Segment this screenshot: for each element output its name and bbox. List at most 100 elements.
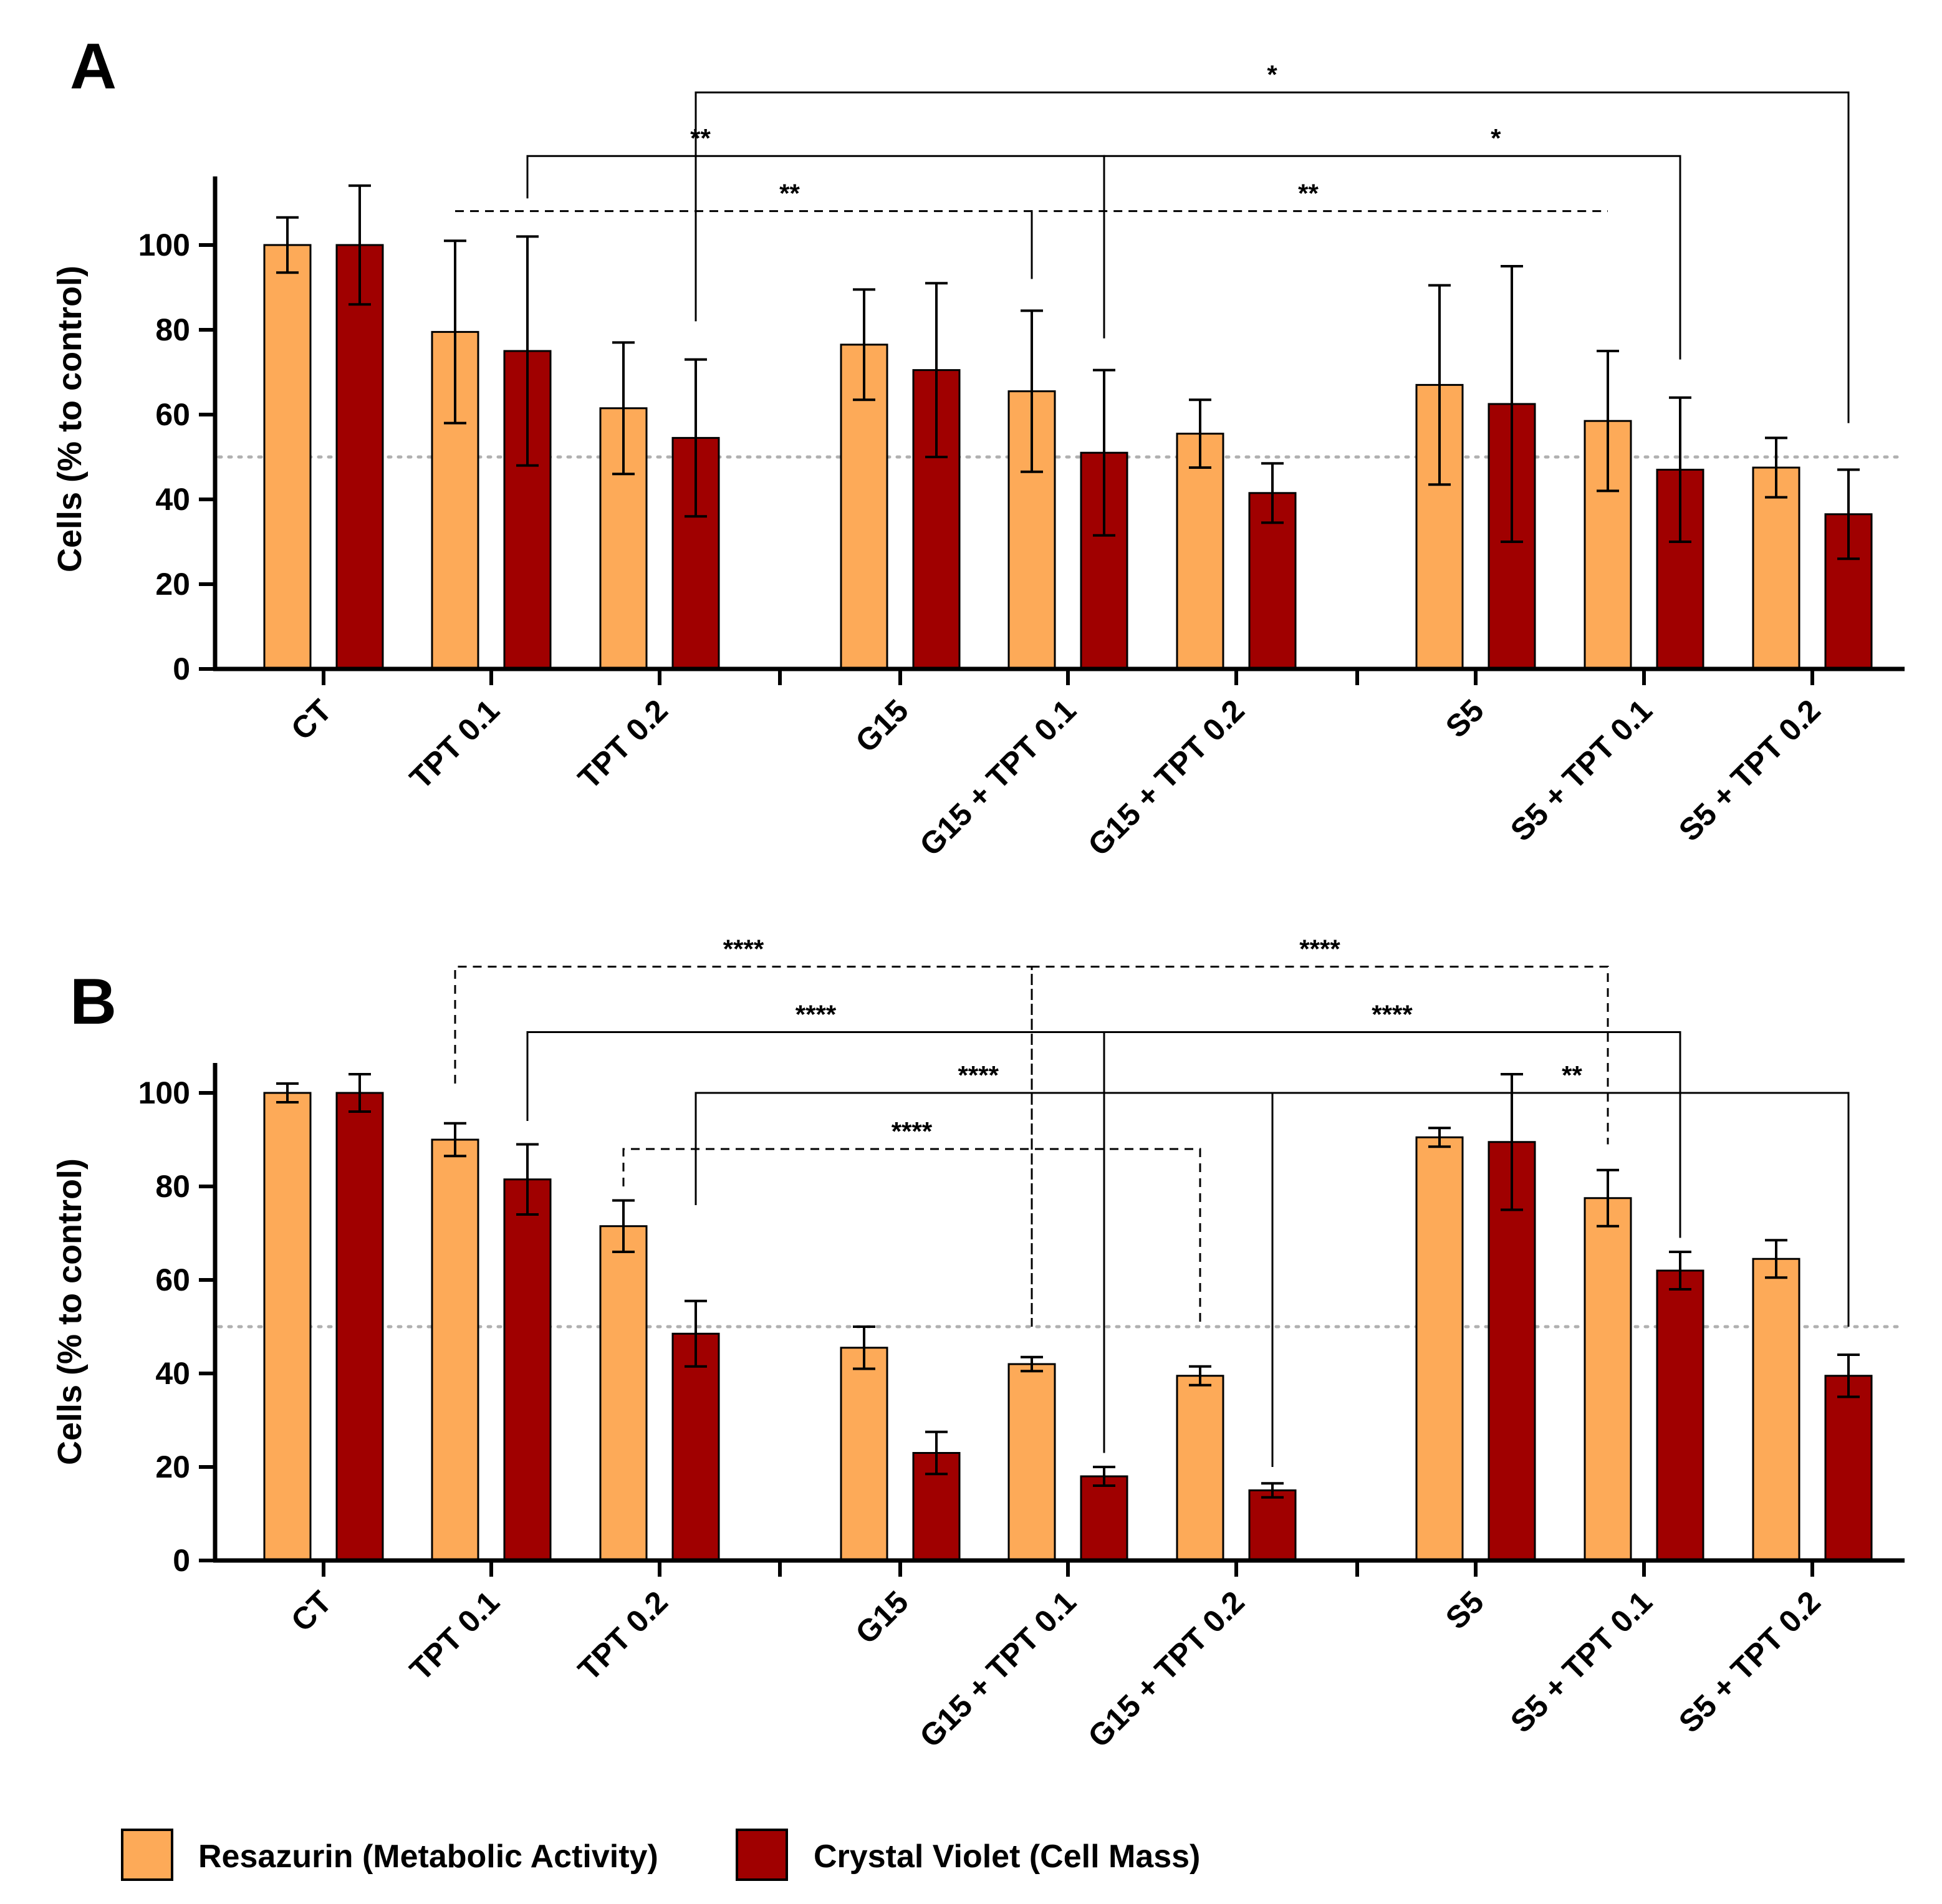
significance-bracket-line	[1031, 966, 1609, 1327]
panel-b-significance-bracket-6: **	[1271, 1060, 1850, 1467]
panel-b-error-bar-tpt-0-1-resazurin	[444, 1122, 466, 1158]
panel-b-chart: B Cells (% to control) **** ******** *****…	[51, 935, 1906, 1754]
panel-a-x-tick-label-g15-tpt-0-1: G15 + TPT 0.1	[913, 693, 1082, 862]
panel-b-y-tick-label-60: 60	[155, 1262, 190, 1297]
legend-swatch-crystal-violet	[736, 1829, 788, 1881]
panel-b-x-tick-label-tpt-0-2: TPT 0.2	[571, 1584, 674, 1687]
panel-b-error-bar-tpt-0-2-crystal-violet	[685, 1299, 707, 1368]
panel-a-error-bar-s5-crystal-violet	[1501, 265, 1523, 543]
panel-b-letter: B	[70, 966, 117, 1038]
panel-b-bar-g15-tpt-0-2-resazurin	[1176, 1375, 1224, 1562]
panel-b-error-bar-g15-crystal-violet	[925, 1430, 948, 1476]
panel-b-error-bar-s5-tpt-0-1-resazurin	[1597, 1168, 1619, 1228]
panel-a-error-bar-ct-crystal-violet	[349, 184, 371, 306]
panel-a-error-bar-s5-tpt-0-2-resazurin	[1765, 436, 1787, 499]
panel-b-x-tick-label-g15: G15	[848, 1584, 915, 1650]
significance-bracket-line	[695, 91, 1850, 423]
panel-a-significance-bracket-3: *	[1103, 123, 1681, 360]
significance-label: *	[1491, 123, 1501, 153]
panel-b-error-bar-tpt-0-1-crystal-violet	[516, 1143, 539, 1216]
panel-b-y-tick-label-40: 40	[155, 1356, 190, 1391]
panel-a-significance-bracket-5: **	[1031, 179, 1608, 279]
significance-label: ****	[723, 935, 764, 964]
panel-b-bar-tpt-0-2-crystal-violet	[671, 1332, 720, 1562]
panel-a-y-ticks: 0 20 40 60 80 100	[138, 228, 215, 686]
panel-a-letter: A	[70, 31, 117, 103]
panel-b-bar-ct-resazurin	[263, 1092, 312, 1562]
panel-b-x-tick-label-s5-tpt-0-1: S5 + TPT 0.1	[1504, 1584, 1659, 1739]
panel-b-x-tick-label-s5: S5	[1439, 1584, 1491, 1636]
panel-a-significance-brackets: *** *** **	[455, 60, 1850, 423]
legend-label-crystal-violet: Crystal Violet (Cell Mass)	[814, 1839, 1200, 1875]
panel-a-bar-ct-resazurin	[263, 244, 312, 670]
significance-bracket-line	[1031, 210, 1608, 279]
panel-a-error-bar-g15-crystal-violet	[925, 282, 948, 458]
panel-b-error-bar-ct-crystal-violet	[349, 1073, 371, 1113]
panel-b-bar-g15-tpt-0-1-resazurin	[1007, 1363, 1056, 1562]
legend-label-resazurin: Resazurin (Metabolic Activity)	[198, 1839, 658, 1875]
significance-label: ****	[1299, 935, 1340, 964]
panel-b-bar-tpt-0-1-resazurin	[431, 1138, 479, 1562]
panel-b-y-tick-label-20: 20	[155, 1450, 190, 1484]
panel-a-axes	[213, 176, 1905, 685]
panel-a-error-bar-tpt-0-2-crystal-violet	[685, 358, 707, 518]
significance-label: ****	[796, 1000, 837, 1029]
panel-b-bar-s5-tpt-0-2-resazurin	[1752, 1257, 1800, 1562]
significance-label: ****	[958, 1060, 999, 1090]
panel-b-bar-g15-tpt-0-1-crystal-violet	[1080, 1475, 1128, 1562]
panel-a-x-tick-label-tpt-0-2: TPT 0.2	[571, 693, 674, 796]
panel-b-bar-g15-resazurin	[840, 1347, 888, 1562]
panel-b-x-tick-label-g15-tpt-0-1: G15 + TPT 0.1	[913, 1584, 1082, 1754]
panel-a-significance-bracket-4: **	[455, 179, 1033, 279]
panel-b-axes	[213, 1063, 1905, 1577]
panel-b-error-bar-g15-resazurin	[853, 1325, 875, 1370]
panel-a-error-bar-ct-resazurin	[276, 216, 299, 274]
panel-a-y-tick-label-100: 100	[138, 228, 190, 262]
panel-a-y-tick-label-60: 60	[155, 397, 190, 432]
panel-a-error-bar-g15-tpt-0-2-crystal-violet	[1261, 462, 1284, 524]
panel-b-bar-s5-tpt-0-1-crystal-violet	[1656, 1269, 1704, 1562]
panel-b-x-tick-label-s5-tpt-0-2: S5 + TPT 0.2	[1672, 1584, 1827, 1739]
panel-b-bar-s5-tpt-0-1-resazurin	[1584, 1197, 1632, 1562]
panel-a-x-tick-label-s5-tpt-0-2: S5 + TPT 0.2	[1672, 693, 1827, 848]
panel-a-bar-g15-tpt-0-2-resazurin	[1176, 433, 1224, 670]
panel-b-y-axis-title: Cells (% to control)	[51, 1158, 89, 1465]
panel-b-error-bar-s5-tpt-0-2-crystal-violet	[1837, 1353, 1860, 1398]
significance-bracket-line	[622, 1148, 1201, 1327]
significance-label: **	[1298, 179, 1319, 208]
panel-b-significance-bracket-7: ****	[622, 1117, 1201, 1327]
panel-b-error-bar-ct-resazurin	[276, 1082, 299, 1103]
panel-a-y-axis-title: Cells (% to control)	[51, 266, 89, 572]
panel-b-x-tick-label-g15-tpt-0-2: G15 + TPT 0.2	[1081, 1584, 1251, 1754]
panel-b-error-bar-g15-tpt-0-1-resazurin	[1021, 1355, 1043, 1373]
panel-a-y-tick-label-40: 40	[155, 482, 190, 517]
panel-b-error-bar-s5-crystal-violet	[1501, 1073, 1523, 1211]
significance-bracket-line	[1271, 1092, 1850, 1467]
panel-a-bars	[263, 244, 1873, 670]
significance-label: **	[779, 179, 800, 208]
panel-b-x-tick-label-ct: CT	[284, 1584, 339, 1638]
significance-label: ****	[892, 1117, 933, 1146]
legend-swatch-resazurin	[121, 1829, 173, 1881]
panel-b-significance-bracket-4: ****	[1103, 1000, 1681, 1453]
panel-b-x-tick-label-tpt-0-1: TPT 0.1	[403, 1584, 506, 1687]
significance-bracket-line	[1103, 1031, 1681, 1453]
significance-bracket-line	[526, 155, 1105, 339]
panel-b-significance-brackets: **** ******** ******** ******	[454, 935, 1850, 1467]
significance-label: **	[690, 123, 711, 153]
panel-a-error-bar-s5-resazurin	[1428, 284, 1451, 486]
panel-b-error-bar-s5-tpt-0-2-resazurin	[1765, 1239, 1787, 1279]
panel-a-x-tick-label-s5-tpt-0-1: S5 + TPT 0.1	[1504, 693, 1659, 848]
panel-b-error-bar-g15-tpt-0-1-crystal-violet	[1093, 1466, 1115, 1487]
panel-a-error-bar-tpt-0-2-resazurin	[612, 341, 635, 476]
significance-label: *	[1267, 60, 1277, 89]
panel-a-significance-bracket-2: **	[526, 123, 1105, 339]
panel-a-x-tick-label-g15: G15	[848, 693, 915, 759]
significance-bracket-line	[1103, 155, 1681, 360]
panel-b-significance-bracket-2: ****	[1031, 935, 1609, 1327]
panel-a-y-tick-label-20: 20	[155, 567, 190, 602]
panel-b-bar-ct-crystal-violet	[335, 1092, 384, 1562]
panel-a-y-tick-label-0: 0	[173, 651, 190, 686]
